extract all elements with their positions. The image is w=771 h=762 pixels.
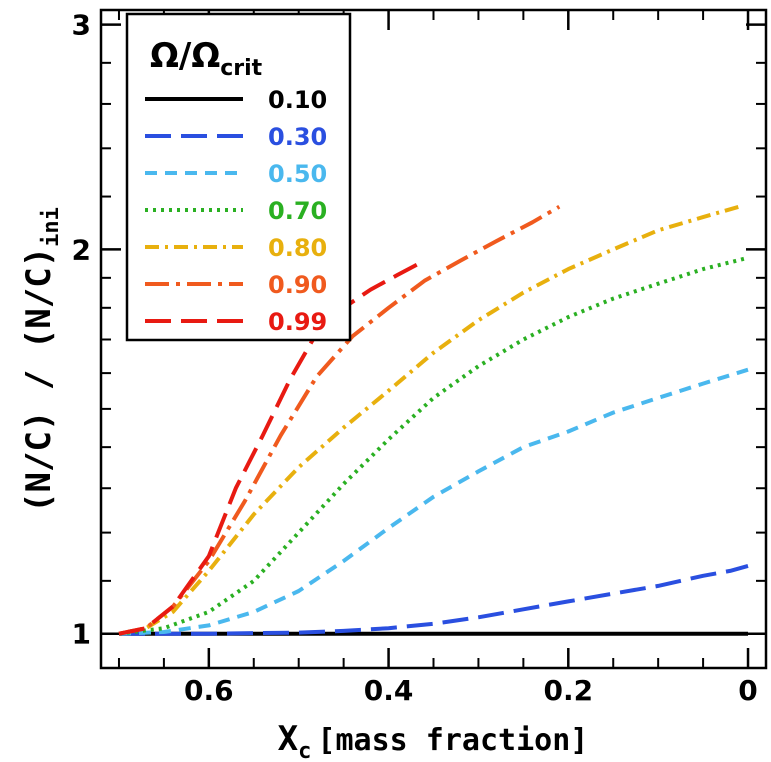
legend: Ω/Ωcrit 0.10 0.30 0.50 0.70 0.80 0.90 0.99 — [125, 12, 352, 342]
series-layer — [118, 204, 749, 636]
y-tick-label: 3 — [72, 9, 91, 42]
series-line-0-70 — [118, 255, 749, 636]
x-axis: 0.6 0.4 0.2 0 — [117, 10, 758, 707]
y-axis: 1 2 3 — [72, 9, 766, 651]
legend-label-0-70: 0.70 — [268, 197, 327, 225]
series-line-0-50 — [118, 367, 749, 636]
x-tick-label: 0.6 — [184, 674, 234, 707]
series-line-0-30 — [119, 563, 749, 636]
x-axis-title: Xc [mass fraction] — [278, 719, 589, 762]
y-tick-label: 1 — [72, 618, 91, 651]
x-tick-label: 0.4 — [364, 674, 414, 707]
y-tick-label: 2 — [72, 233, 91, 266]
legend-label-0-80: 0.80 — [268, 234, 327, 262]
series-line-0-90 — [118, 204, 561, 636]
legend-label-0-10: 0.10 — [268, 86, 327, 114]
x-tick-label: 0 — [738, 674, 757, 707]
legend-label-0-50: 0.50 — [268, 160, 327, 188]
series-line-0-80 — [118, 204, 740, 636]
series-line-0-99 — [118, 258, 426, 636]
legend-label-0-99: 0.99 — [268, 308, 327, 336]
legend-label-0-90: 0.90 — [268, 271, 327, 299]
legend-label-0-30: 0.30 — [268, 123, 327, 151]
legend-entries: 0.10 0.30 0.50 0.70 0.80 0.90 0.99 — [145, 86, 327, 336]
legend-title: Ω/Ωcrit — [150, 36, 263, 81]
y-axis-title: (N/C) / (N/C)ini — [19, 207, 64, 513]
x-tick-label: 0.2 — [543, 674, 593, 707]
